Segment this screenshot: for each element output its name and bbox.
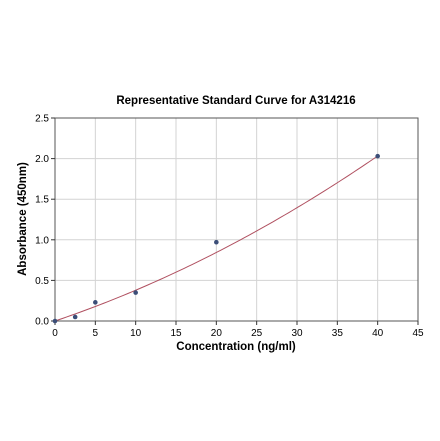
x-tick-label: 10 — [130, 328, 142, 339]
x-tick-label: 25 — [251, 328, 263, 339]
x-tick-label: 40 — [372, 328, 384, 339]
y-tick-label: 0.5 — [35, 276, 49, 287]
data-points — [52, 153, 380, 324]
data-point — [52, 318, 58, 324]
chart-title: Representative Standard Curve for A31421… — [116, 95, 355, 107]
x-tick-label: 0 — [52, 328, 58, 339]
y-tick-label: 0.0 — [35, 317, 49, 328]
data-point — [375, 153, 380, 159]
y-axis-label: Absorbance (450nm) — [17, 162, 29, 276]
x-tick-label: 20 — [211, 328, 223, 339]
fit-curve-line — [54, 155, 378, 322]
x-tick-label: 15 — [170, 328, 182, 339]
x-tick-label: 5 — [93, 328, 99, 339]
y-tick-label: 1.5 — [35, 195, 49, 206]
plot-frame — [54, 117, 419, 322]
grid-lines — [55, 118, 418, 321]
data-point — [133, 290, 138, 295]
data-point — [93, 300, 98, 305]
x-tick-label: 30 — [291, 328, 303, 339]
x-tick-label: 35 — [332, 328, 344, 339]
x-axis-ticks: 0 5 10 15 20 25 30 35 40 45 — [52, 321, 424, 339]
data-point — [214, 239, 219, 245]
data-point — [72, 314, 78, 320]
y-tick-label: 2.0 — [35, 154, 49, 165]
y-axis-ticks: 0.0 0.5 1.0 1.5 2.0 2.5 — [35, 114, 55, 328]
y-tick-label: 2.5 — [35, 114, 49, 125]
x-tick-label: 45 — [412, 328, 424, 339]
y-tick-label: 1.0 — [35, 235, 49, 246]
x-axis-label: Concentration (ng/ml) — [176, 341, 296, 353]
